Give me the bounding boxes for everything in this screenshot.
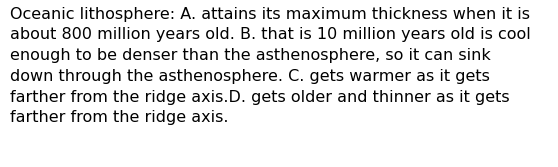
Text: Oceanic lithosphere: A. attains its maximum thickness when it is
about 800 milli: Oceanic lithosphere: A. attains its maxi… (10, 7, 531, 125)
